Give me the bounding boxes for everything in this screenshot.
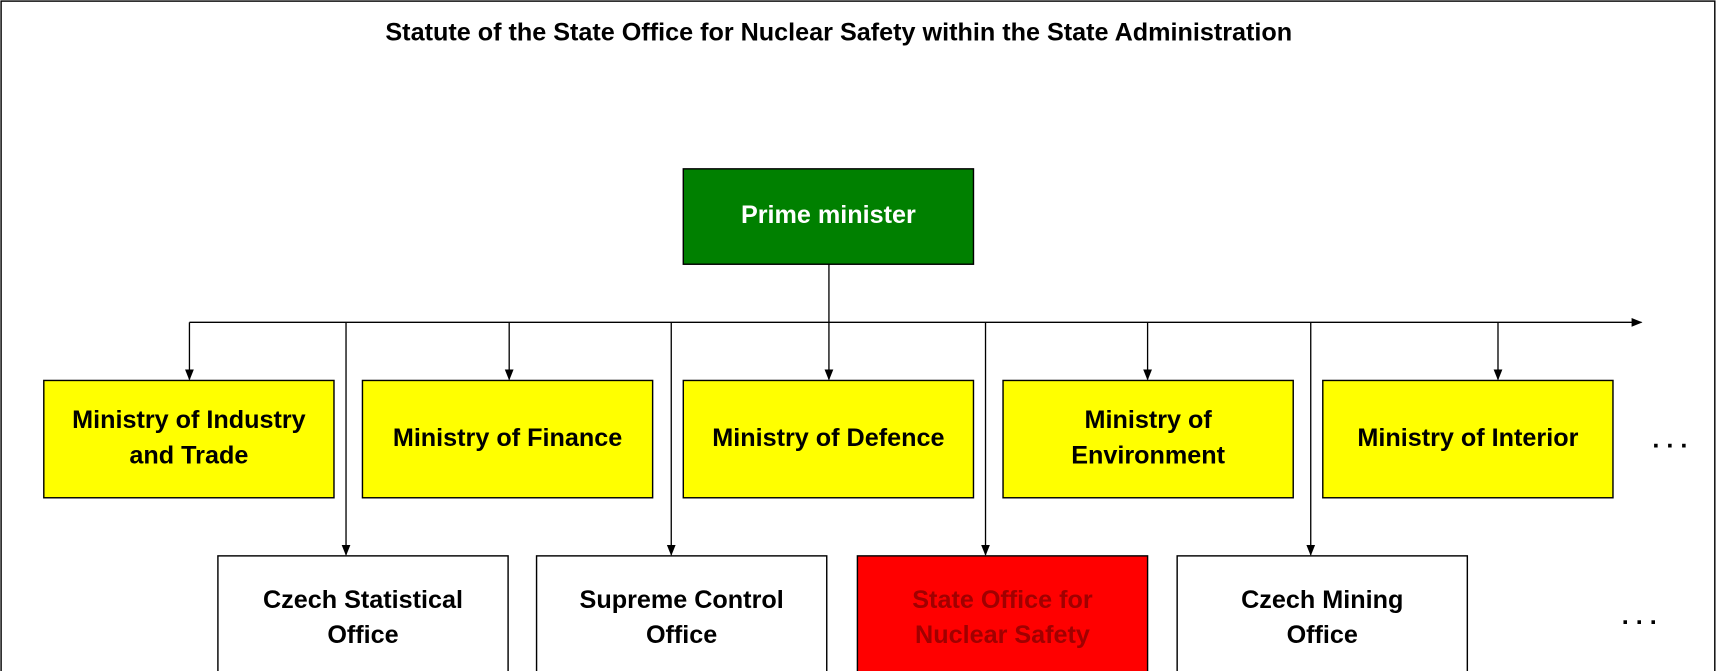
node-label: Ministry of Finance <box>393 424 622 452</box>
node-box <box>682 379 975 499</box>
more-offices: . . . <box>1622 602 1657 630</box>
node-label: State Office for <box>912 586 1093 614</box>
connectors <box>185 264 1643 556</box>
diagram-title: Statute of the State Office for Nuclear … <box>385 19 1292 47</box>
more-ministries: . . . <box>1652 425 1687 453</box>
node-box <box>217 555 509 671</box>
node-box <box>1322 379 1614 499</box>
node-box <box>43 379 335 499</box>
node-label: Office <box>646 621 717 649</box>
node-box <box>856 555 1149 671</box>
node-label: Ministry of Defence <box>712 424 944 452</box>
node-label: Czech Mining <box>1241 586 1403 614</box>
node-box <box>682 168 975 265</box>
node-label: Supreme Control <box>580 586 784 614</box>
node-label: Prime minister <box>741 201 916 229</box>
node-label: and Trade <box>129 441 248 469</box>
node-box <box>361 379 654 499</box>
node-label: Environment <box>1071 441 1225 469</box>
node-label: Office <box>327 621 398 649</box>
node-label: Ministry of <box>1085 406 1213 434</box>
node-label: Nuclear Safety <box>915 621 1090 649</box>
node-label: Office <box>1287 621 1358 649</box>
node-label: Ministry of Interior <box>1357 424 1578 452</box>
node-label: Ministry of Industry <box>72 406 306 434</box>
node-box <box>1002 379 1294 499</box>
node-box <box>1176 555 1469 671</box>
node-label: Czech Statistical <box>263 586 463 614</box>
node-box <box>535 555 828 671</box>
